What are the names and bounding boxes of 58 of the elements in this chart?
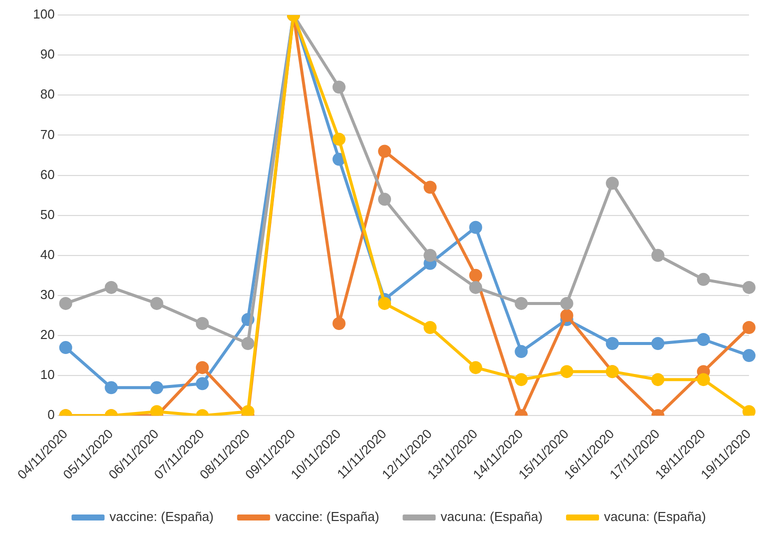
point: [196, 316, 209, 330]
point: [560, 308, 574, 322]
point: [469, 361, 482, 374]
point: [150, 381, 164, 394]
point: [742, 405, 756, 416]
point: [469, 220, 482, 234]
y-tick-label: 30: [40, 287, 55, 302]
point: [150, 296, 164, 310]
point: [696, 373, 710, 386]
legend-label: vacuna: (España): [440, 509, 543, 524]
point: [424, 321, 437, 334]
y-tick-label: 10: [40, 367, 55, 382]
point: [469, 280, 482, 294]
point: [378, 144, 392, 158]
point: [241, 337, 254, 350]
point: [606, 337, 619, 350]
point: [514, 373, 528, 386]
y-tick-label: 90: [40, 46, 55, 62]
point: [696, 272, 710, 286]
point: [651, 373, 664, 386]
y-tick-label: 60: [40, 166, 55, 182]
point: [332, 80, 346, 94]
y-tick-label: 50: [40, 206, 55, 222]
y-tick-label: 40: [40, 246, 55, 262]
point: [742, 321, 756, 334]
y-tick-label: 20: [40, 327, 55, 342]
legend-label: vacuna: (España): [604, 509, 706, 524]
point: [560, 296, 574, 310]
y-tick-label: 0: [47, 407, 55, 422]
point: [332, 152, 346, 166]
point: [196, 361, 209, 374]
point: [332, 132, 346, 146]
point: [104, 280, 118, 294]
point: [560, 365, 574, 378]
point: [241, 405, 254, 416]
point: [59, 341, 72, 354]
y-tick-label: 80: [40, 86, 55, 102]
point: [332, 316, 346, 330]
point: [696, 333, 710, 346]
point: [514, 345, 528, 358]
point: [514, 296, 528, 310]
point: [104, 381, 118, 394]
point: [742, 349, 756, 362]
legend-label: vaccine: (España): [275, 509, 380, 524]
point: [651, 337, 664, 350]
point: [196, 377, 209, 390]
point: [150, 405, 164, 416]
point: [469, 268, 482, 282]
point: [742, 280, 756, 294]
y-tick-label: 70: [40, 126, 55, 142]
point: [651, 248, 664, 262]
point: [606, 176, 619, 190]
point: [424, 180, 437, 194]
point: [378, 192, 392, 206]
point: [378, 296, 392, 310]
legend-label: vaccine: (España): [110, 509, 214, 524]
point: [424, 248, 437, 262]
y-tick-label: 100: [32, 6, 55, 22]
